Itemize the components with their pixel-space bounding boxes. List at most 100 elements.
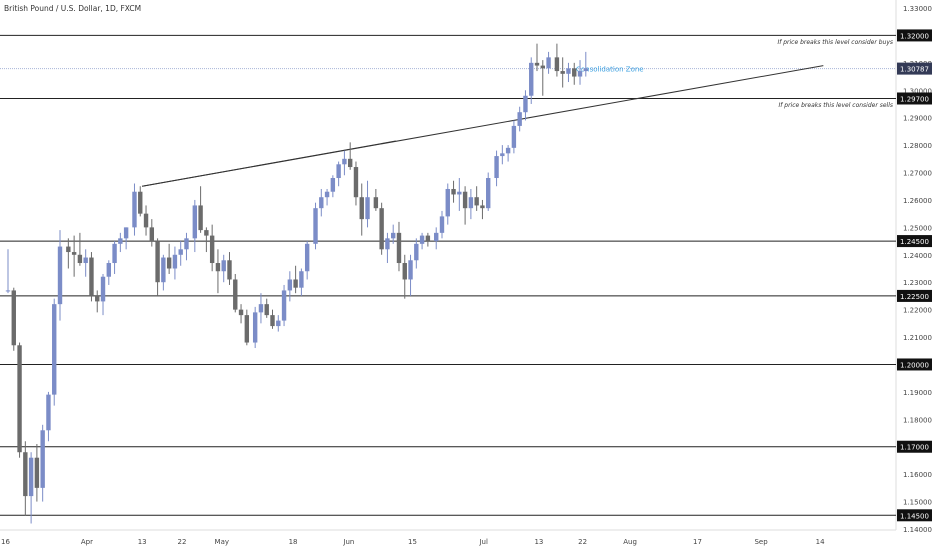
candle-body [523,95,528,113]
level-note: If price breaks this level consider sell… [778,102,893,109]
y-tick-label: 1.33000 [903,5,932,13]
candle-body [34,457,40,488]
candle-body [57,246,63,305]
candle-body [221,260,226,272]
candle-body [324,191,330,198]
y-tick-label: 1.27000 [903,170,932,178]
candle-body [572,68,577,77]
candle-body [233,279,238,310]
candle-body [5,290,11,292]
candle-body [304,243,310,272]
candle-body [577,71,583,77]
candle-body [445,188,450,217]
candle-body [143,213,149,228]
candle-body [270,315,275,327]
x-tick-label: Sep [754,538,768,546]
candle-body [106,263,111,277]
candle-body [414,243,419,261]
candle-body [583,68,588,72]
candle-body [486,178,491,209]
trendline [142,140,396,187]
candle-body [123,227,129,239]
candle-body [95,295,100,302]
candle-body [391,232,396,239]
x-tick-label: 22 [578,538,587,546]
candle-body [365,197,370,220]
candle-body [209,235,215,264]
candle-body [238,309,244,316]
candle-body [457,191,462,195]
candle-body [166,257,172,269]
x-tick-label: 22 [178,538,187,546]
candle-body [494,156,499,179]
level-note: If price breaks this level consider buys [777,39,893,46]
y-tick-label: 1.30000 [903,87,932,95]
candle-body [198,205,203,231]
y-tick-label: 1.15000 [903,499,932,507]
level-price-label: 1.17000 [900,444,929,452]
candle-body [28,457,34,497]
candle-body [505,147,511,154]
candle-body [373,197,379,209]
x-tick-label: May [215,538,229,546]
candle-body [138,191,143,214]
candle-body [529,62,534,96]
level-price-label: 1.20000 [900,361,929,369]
level-price-box [897,29,932,42]
candle-body [396,232,402,264]
level-price-label: 1.32000 [900,32,929,40]
y-tick-label: 1.18000 [903,416,932,424]
candle-body [215,263,221,272]
candle-body [299,271,304,288]
level-price-box [897,440,932,453]
candle-body [17,345,22,453]
candle-body [425,235,431,242]
candle-body [546,57,551,69]
x-tick-label: 15 [408,538,417,546]
level-price-label: 1.22500 [900,293,929,301]
candle-body [11,290,16,346]
y-tick-label: 1.28000 [903,142,932,150]
y-tick-label: 1.14000 [903,526,932,534]
candle-body [252,312,258,343]
candle-body [52,304,57,395]
candle-body [149,227,155,242]
candle-body [353,167,359,198]
zone-label: Consolidation Zone [576,66,644,74]
y-tick-label: 1.23000 [903,279,932,287]
y-tick-label: 1.24000 [903,252,932,260]
candle-body [379,208,384,250]
candle-body [439,216,445,233]
candle-body [118,238,123,244]
x-tick-label: Apr [81,538,93,546]
candle-body [132,191,137,228]
candle-body [336,164,341,179]
candle-body [560,71,565,74]
candle-body [227,260,232,280]
x-tick-label: 13 [138,538,147,546]
y-tick-label: 1.26000 [903,197,932,205]
y-tick-label: 1.19000 [903,389,932,397]
candle-body [100,276,106,302]
candle-body [474,197,479,206]
candle-body [155,241,160,283]
candle-body [540,65,545,69]
chart-title: British Pound / U.S. Dollar, 1D, FXCM [4,4,142,13]
candle-body [462,191,468,209]
candle-body [23,452,28,497]
candle-body [244,315,250,343]
candle-body [517,112,522,126]
candle-body [258,304,264,313]
candle-body [480,205,485,209]
candle-body [385,238,390,250]
candle-body [281,290,287,321]
x-tick-label: Aug [623,538,637,546]
candle-body [276,320,281,327]
y-tick-label: 1.29000 [903,115,932,123]
candle-body [511,125,517,148]
candle-body [184,238,189,250]
candle-body [408,260,413,280]
candle-body [554,57,560,72]
candle-body [89,257,94,296]
